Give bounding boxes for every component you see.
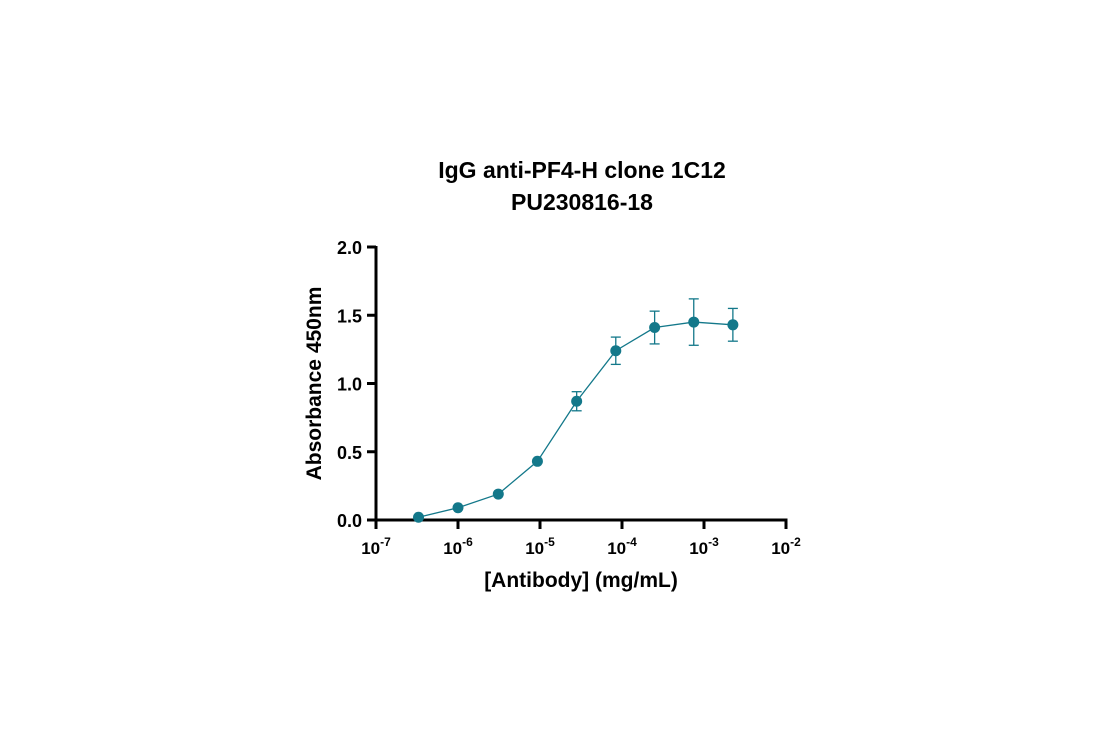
- data-point: [610, 345, 622, 357]
- x-tick-label: 10-2: [771, 535, 801, 558]
- x-axis-label: [Antibody] (mg/mL): [484, 569, 678, 592]
- chart-subtitle: PU230816-18: [511, 189, 653, 215]
- series-line: [418, 321, 733, 518]
- x-tick-label: 10-7: [361, 535, 391, 558]
- y-tick-label: 0.0: [337, 511, 362, 531]
- x-tick-label: 10-4: [607, 535, 637, 558]
- chart-title: IgG anti-PF4-H clone 1C12: [438, 157, 726, 183]
- data-point: [571, 395, 583, 407]
- data-point: [452, 502, 464, 514]
- y-axis-label: Absorbance 450nm: [303, 287, 326, 481]
- y-tick-label: 1.0: [337, 375, 362, 395]
- x-tick-label: 10-3: [689, 535, 719, 558]
- data-point: [649, 322, 661, 334]
- data-point: [413, 511, 425, 523]
- y-tick-label: 1.5: [337, 306, 362, 326]
- data-point: [492, 488, 504, 500]
- y-tick-label: 0.5: [337, 443, 362, 463]
- data-point: [727, 319, 739, 331]
- x-tick-label: 10-6: [443, 535, 473, 558]
- x-tick-label: 10-5: [525, 535, 555, 558]
- y-tick-label: 2.0: [337, 238, 362, 258]
- data-point: [688, 316, 700, 328]
- data-point: [531, 455, 543, 467]
